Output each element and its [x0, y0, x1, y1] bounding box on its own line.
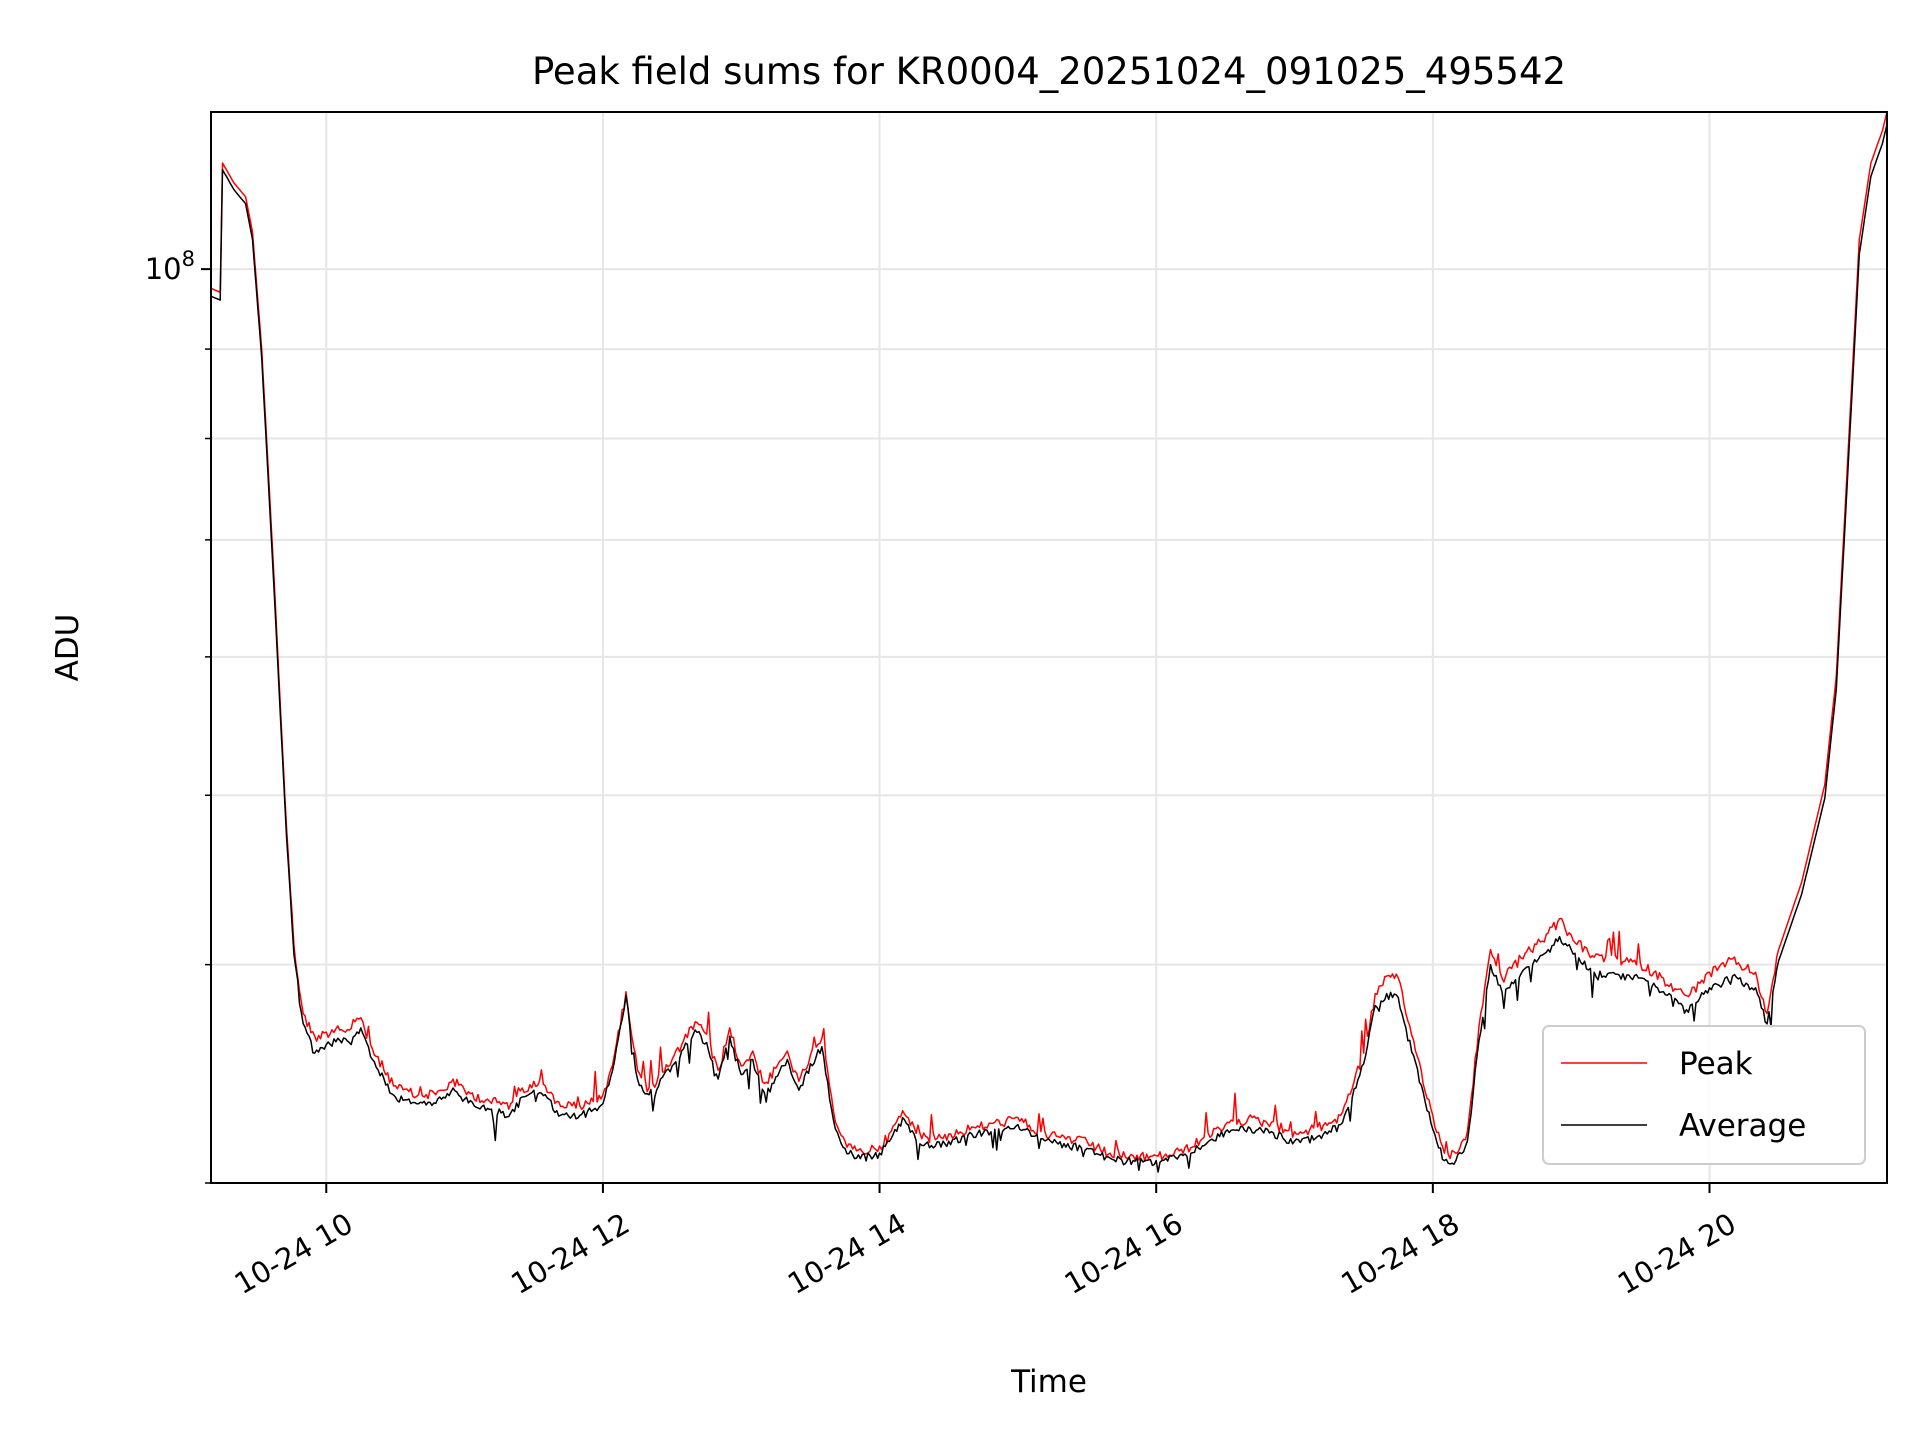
y-tick-exponent: 8 — [182, 247, 195, 271]
legend: Peak Average — [1542, 1025, 1866, 1165]
y-tick-label: 108 — [145, 247, 195, 286]
legend-box — [1542, 1025, 1866, 1165]
series-line-average — [210, 124, 1888, 1173]
legend-label-peak: Peak — [1679, 1046, 1753, 1082]
plot-frame — [210, 111, 1888, 1184]
chart-title: Peak field sums for KR0004_20251024_0910… — [532, 50, 1566, 93]
y-tick-base: 10 — [145, 252, 182, 286]
legend-label-average: Average — [1679, 1108, 1806, 1144]
y-axis-label: ADU — [50, 614, 86, 682]
x-axis-label: Time — [1010, 1364, 1087, 1400]
grid — [211, 112, 1887, 1184]
series-lines — [210, 111, 1888, 1173]
